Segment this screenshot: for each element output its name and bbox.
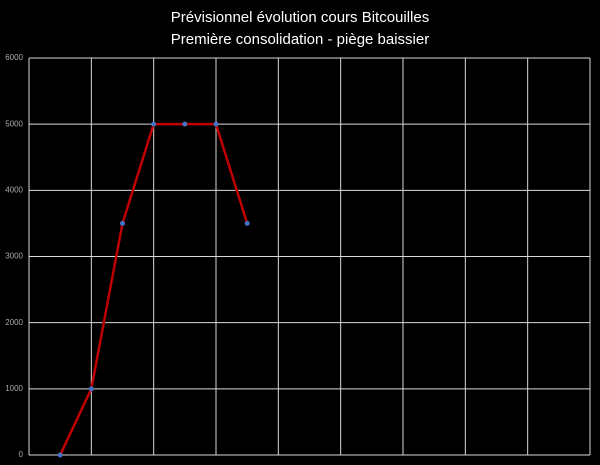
y-tick-label: 5000: [5, 119, 23, 128]
y-tick-label: 1000: [5, 384, 23, 393]
chart-title: Prévisionnel évolution cours Bitcouilles: [171, 9, 429, 26]
y-tick-label: 3000: [5, 252, 23, 261]
data-point: [182, 121, 188, 127]
data-point: [151, 121, 157, 127]
data-point: [120, 220, 125, 226]
chart-subtitle: Première consolidation - piège baissier: [171, 31, 429, 48]
data-point: [244, 220, 250, 226]
data-point: [88, 386, 94, 392]
y-tick-label: 0: [19, 450, 24, 459]
data-point: [213, 121, 219, 127]
y-tick-label: 6000: [5, 53, 23, 62]
y-tick-label: 4000: [5, 185, 23, 194]
data-point: [57, 452, 63, 458]
y-tick-label: 2000: [5, 318, 23, 327]
